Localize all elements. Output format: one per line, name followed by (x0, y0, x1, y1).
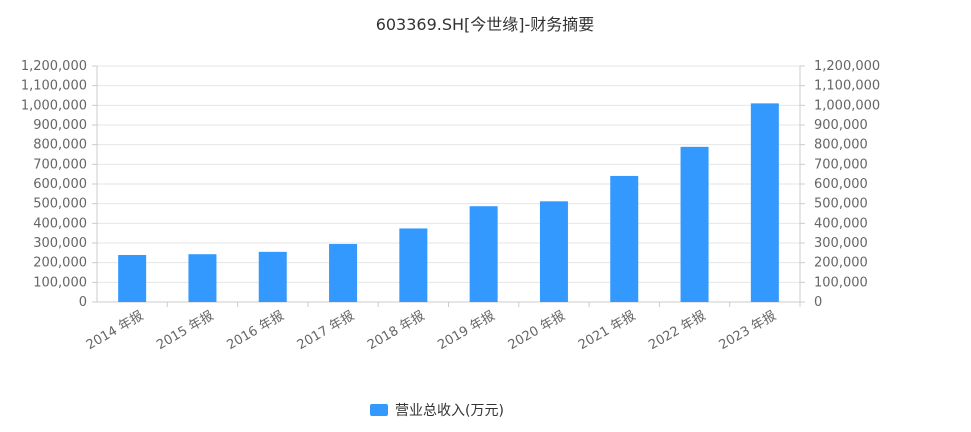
bar[interactable] (610, 175, 639, 302)
left-y-tick-label: 900,000 (33, 118, 87, 133)
bar[interactable] (258, 251, 287, 302)
left-y-tick-label: 600,000 (33, 177, 87, 192)
x-category-label: 2022 年报 (646, 308, 708, 353)
right-y-tick-label: 200,000 (814, 256, 868, 271)
left-y-tick-label: 100,000 (33, 275, 87, 290)
bar[interactable] (399, 228, 428, 302)
bar[interactable] (118, 254, 147, 302)
bar[interactable] (539, 201, 568, 302)
left-y-tick-label: 400,000 (33, 216, 87, 231)
left-y-tick-label: 1,000,000 (21, 98, 87, 113)
left-y-axis-ticks: 0 100,000 200,000 300,000 400,000 500,000 600,… (21, 59, 97, 310)
right-y-tick-label: 100,000 (814, 275, 868, 290)
bars (118, 103, 779, 302)
legend-swatch[interactable] (370, 404, 388, 416)
right-y-tick-label: 600,000 (814, 177, 868, 192)
bar[interactable] (750, 103, 779, 302)
left-y-tick-label: 1,100,000 (21, 79, 87, 94)
x-category-label: 2018 年报 (365, 308, 427, 353)
x-category-label: 2020 年报 (506, 308, 568, 353)
x-category-label: 2014 年报 (84, 308, 146, 353)
legend-label[interactable]: 营业总收入(万元) (395, 403, 504, 419)
right-y-tick-label: 0 (814, 295, 822, 310)
x-category-label: 2023 年报 (717, 308, 779, 353)
left-y-tick-label: 300,000 (33, 236, 87, 251)
right-y-tick-label: 900,000 (814, 118, 868, 133)
x-category-label: 2021 年报 (576, 308, 638, 353)
right-y-tick-label: 1,200,000 (814, 59, 880, 74)
left-y-tick-label: 0 (79, 295, 87, 310)
x-axis-labels: 2014 年报 2015 年报 2016 年报 2017 年报 2018 年报 2019 … (84, 302, 801, 353)
left-y-tick-label: 700,000 (33, 157, 87, 172)
x-category-label: 2019 年报 (435, 308, 497, 353)
bar[interactable] (680, 146, 709, 302)
right-y-tick-label: 800,000 (814, 138, 868, 153)
x-category-label: 2015 年报 (154, 308, 216, 353)
right-y-tick-label: 1,000,000 (814, 98, 880, 113)
right-y-tick-label: 400,000 (814, 216, 868, 231)
right-y-axis-ticks: 0 100,000 200,000 300,000 400,000 500,000 600,… (800, 59, 880, 310)
x-category-label: 2017 年报 (295, 308, 357, 353)
bar[interactable] (188, 254, 217, 302)
left-y-tick-label: 1,200,000 (21, 59, 87, 74)
legend[interactable]: 营业总收入(万元) (370, 403, 504, 419)
left-y-tick-label: 200,000 (33, 256, 87, 271)
left-y-tick-label: 800,000 (33, 138, 87, 153)
right-y-tick-label: 300,000 (814, 236, 868, 251)
right-y-tick-label: 500,000 (814, 197, 868, 212)
right-y-tick-label: 700,000 (814, 157, 868, 172)
bar[interactable] (469, 206, 498, 302)
right-y-tick-label: 1,100,000 (814, 79, 880, 94)
left-y-tick-label: 500,000 (33, 197, 87, 212)
x-category-label: 2016 年报 (225, 308, 287, 353)
chart-title: 603369.SH[今世缘]-财务摘要 (376, 15, 595, 34)
bar[interactable] (329, 243, 358, 302)
